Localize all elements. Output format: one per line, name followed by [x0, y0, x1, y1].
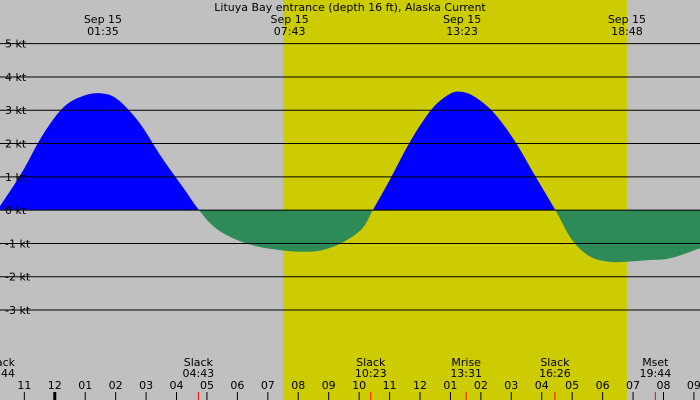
hour-tick-label: 07 — [261, 379, 275, 392]
top-annotation-time: 13:23 — [446, 25, 478, 38]
event-label: Slack — [184, 356, 214, 369]
hour-tick-label: 01 — [443, 379, 457, 392]
hour-tick-label: 04 — [170, 379, 184, 392]
event-label: Slack — [540, 356, 570, 369]
grid-lines — [0, 43, 700, 311]
bottom-events: Slack22:44Slack04:43Slack10:23Mrise13:31… — [0, 356, 671, 400]
hour-tick-label: 07 — [626, 379, 640, 392]
hour-tick-label: 12 — [413, 379, 427, 392]
y-tick-label: 1 kt — [5, 171, 27, 184]
top-annotation-date: Sep 15 — [84, 13, 122, 26]
hour-ticks: 11 12 01 02 03 04 05 06 07 08 09 10 11 12 01 02 03 04 05 06… — [17, 379, 700, 400]
y-tick-label: 2 kt — [5, 138, 27, 151]
hour-tick-label: 06 — [230, 379, 244, 392]
y-tick-label: 4 kt — [5, 71, 27, 84]
y-tick-label: -3 kt — [5, 304, 31, 317]
top-annotation-date: Sep 15 — [271, 13, 309, 26]
event-label: Slack — [0, 356, 16, 369]
ebb-current-area — [199, 210, 700, 263]
hour-tick-label: 06 — [596, 379, 610, 392]
top-annotation-date: Sep 15 — [443, 13, 481, 26]
event-time: 22:44 — [0, 367, 15, 380]
y-tick-label: 3 kt — [5, 104, 27, 117]
hour-tick-label: 11 — [17, 379, 31, 392]
hour-tick-label: 09 — [322, 379, 336, 392]
event-time: 13:31 — [450, 367, 482, 380]
event-label: Mset — [642, 356, 669, 369]
hour-tick-label: 05 — [565, 379, 579, 392]
hour-tick-label: 11 — [383, 379, 397, 392]
hour-tick-label: 01 — [78, 379, 92, 392]
hour-tick-label: 02 — [474, 379, 488, 392]
event-time: 16:26 — [539, 367, 571, 380]
top-annotation-time: 18:48 — [611, 25, 643, 38]
hour-tick-label: 03 — [504, 379, 518, 392]
top-annotation-date: Sep 15 — [608, 13, 646, 26]
event-time: 04:43 — [182, 367, 214, 380]
hour-tick-label: 10 — [352, 379, 366, 392]
hour-tick-label: 12 — [48, 379, 62, 392]
hour-tick-label: 08 — [291, 379, 305, 392]
y-tick-label: 0 kt — [5, 204, 27, 217]
hour-tick-label: 08 — [656, 379, 670, 392]
hour-tick-label: 02 — [109, 379, 123, 392]
current-area — [0, 91, 700, 263]
hour-tick-label: 04 — [535, 379, 549, 392]
flood-current-area — [0, 91, 700, 211]
y-tick-label: -1 kt — [5, 237, 31, 250]
hour-tick-label: 03 — [139, 379, 153, 392]
y-tick-labels: 5 kt 4 kt 3 kt 2 kt 1 kt 0 kt -1 kt -2 kt -3 kt — [5, 38, 31, 317]
y-tick-label: 5 kt — [5, 38, 27, 51]
chart-title: Lituya Bay entrance (depth 16 ft), Alask… — [214, 1, 486, 14]
event-time: 10:23 — [355, 367, 387, 380]
top-annotation-time: 01:35 — [87, 25, 119, 38]
y-tick-label: -2 kt — [5, 271, 31, 284]
hour-tick-label: 05 — [200, 379, 214, 392]
event-label: Slack — [356, 356, 386, 369]
event-time: 19:44 — [640, 367, 672, 380]
hour-tick-label: 09 — [687, 379, 700, 392]
top-annotation-time: 07:43 — [274, 25, 306, 38]
event-label: Mrise — [451, 356, 481, 369]
